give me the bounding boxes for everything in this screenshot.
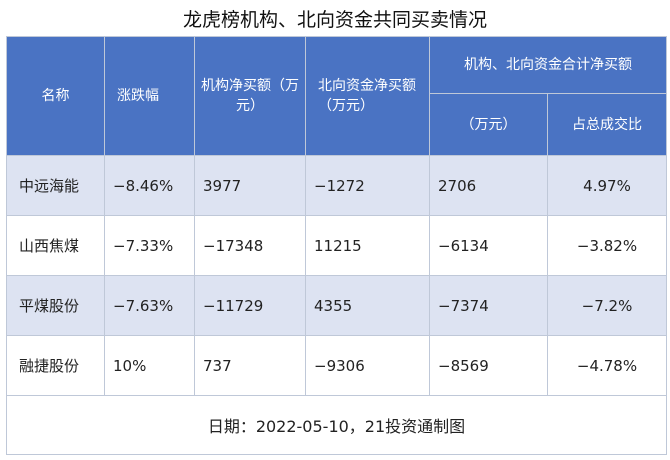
cell-change: −7.63% [104, 275, 195, 336]
cell-name: 融捷股份 [6, 335, 105, 396]
data-table: 名称 涨跌幅 机构净买额（万元） 北向资金净买额（万元） 机构、北向资金合计净买… [6, 36, 667, 455]
footer-row: 日期：2022-05-10，21投资通制图 [6, 395, 667, 455]
cell-inst-net: 3977 [194, 155, 306, 216]
footer-note: 日期：2022-05-10，21投资通制图 [6, 395, 667, 455]
table-row: 平煤股份 −7.63% −11729 4355 −7374 −7.2% [6, 275, 667, 336]
cell-share: −3.82% [547, 215, 667, 276]
table-title: 龙虎榜机构、北向资金共同买卖情况 [182, 9, 487, 31]
cell-north-net: 11215 [305, 215, 430, 276]
cell-inst-net: −17348 [194, 215, 306, 276]
cell-north-net: −9306 [305, 335, 430, 396]
header-change: 涨跌幅 [104, 36, 195, 156]
cell-combined: 2706 [429, 155, 548, 216]
cell-inst-net: 737 [194, 335, 306, 396]
table-row: 中远海能 −8.46% 3977 −1272 2706 4.97% [6, 155, 667, 216]
cell-change: −8.46% [104, 155, 195, 216]
header-combined: 机构、北向资金合计净买额 [429, 36, 667, 94]
cell-combined: −6134 [429, 215, 548, 276]
header-row: 名称 涨跌幅 机构净买额（万元） 北向资金净买额（万元） 机构、北向资金合计净买… [6, 36, 667, 156]
cell-combined: −7374 [429, 275, 548, 336]
cell-share: −7.2% [547, 275, 667, 336]
header-name: 名称 [6, 36, 105, 156]
cell-change: 10% [104, 335, 195, 396]
cell-north-net: 4355 [305, 275, 430, 336]
header-combined-amount: （万元） [429, 93, 548, 156]
cell-north-net: −1272 [305, 155, 430, 216]
header-subrow: （万元） 占总成交比 [7, 93, 667, 156]
table-row: 融捷股份 10% 737 −9306 −8569 −4.78% [6, 335, 667, 396]
cell-share: 4.97% [547, 155, 667, 216]
header-inst-net: 机构净买额（万元） [194, 36, 306, 156]
cell-name: 山西焦煤 [6, 215, 105, 276]
table-row: 山西焦煤 −7.33% −17348 11215 −6134 −3.82% [6, 215, 667, 276]
cell-combined: −8569 [429, 335, 548, 396]
cell-change: −7.33% [104, 215, 195, 276]
header-north-net: 北向资金净买额（万元） [305, 36, 430, 156]
cell-name: 中远海能 [6, 155, 105, 216]
cell-name: 平煤股份 [6, 275, 105, 336]
header-share: 占总成交比 [547, 93, 667, 156]
cell-inst-net: −11729 [194, 275, 306, 336]
cell-share: −4.78% [547, 335, 667, 396]
